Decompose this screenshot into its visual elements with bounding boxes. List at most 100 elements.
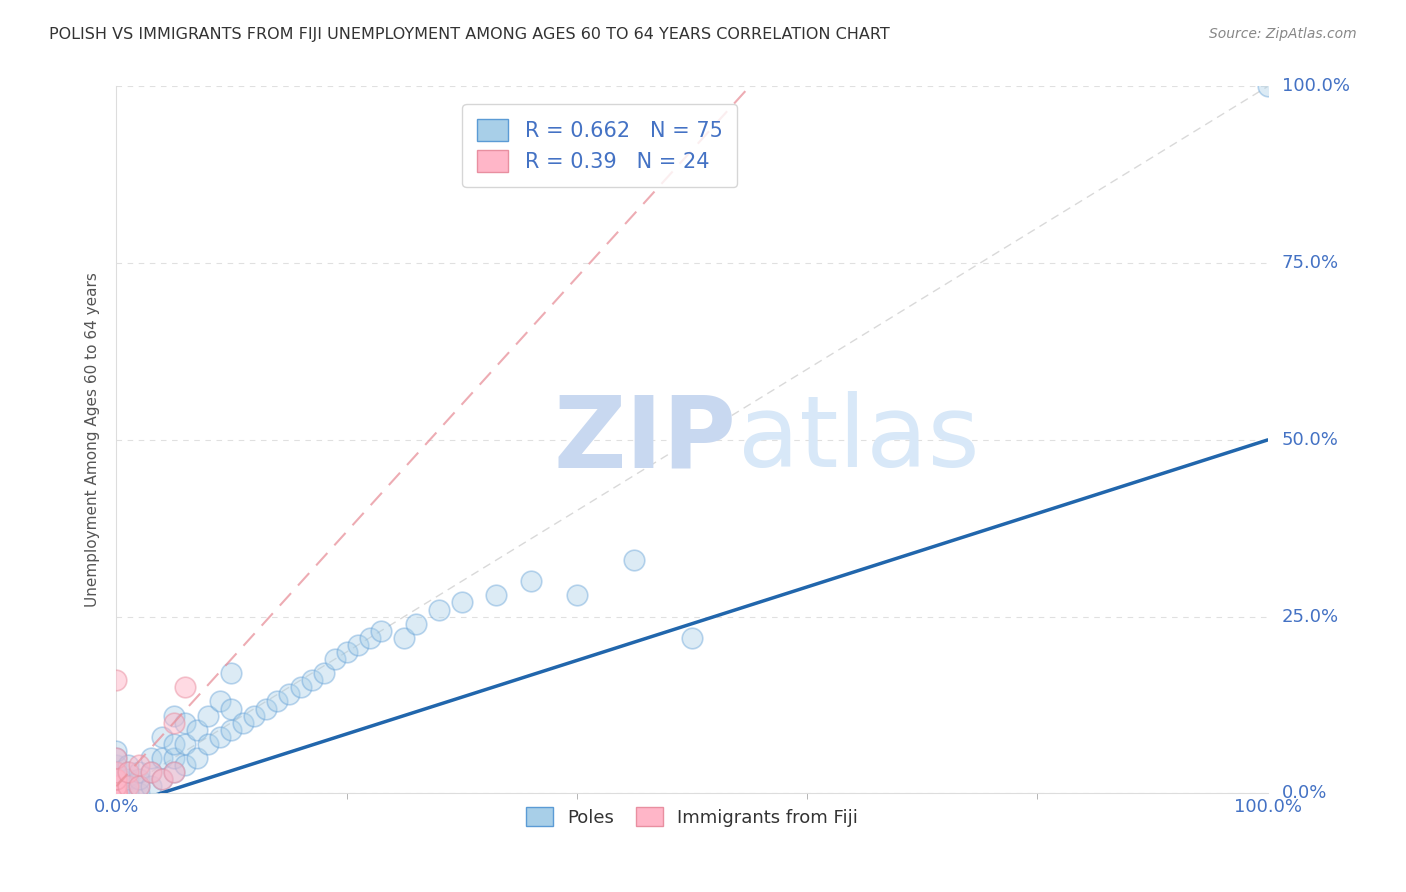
Point [117, 779, 139, 793]
Point [105, 758, 128, 772]
Point [105, 765, 128, 780]
Point [105, 779, 128, 793]
Point [105, 772, 128, 787]
Point [450, 595, 472, 609]
Text: Source: ZipAtlas.com: Source: ZipAtlas.com [1209, 27, 1357, 41]
Point [105, 786, 128, 800]
Point [105, 786, 128, 800]
Point [105, 786, 128, 800]
Point [128, 786, 150, 800]
Point [105, 786, 128, 800]
Point [105, 786, 128, 800]
Point [105, 786, 128, 800]
Point [139, 765, 162, 780]
Point [197, 737, 219, 751]
Point [105, 751, 128, 765]
Point [139, 779, 162, 793]
Point [128, 779, 150, 793]
Point [105, 751, 128, 765]
Point [139, 751, 162, 765]
Point [105, 673, 128, 688]
Point [278, 687, 301, 701]
Point [105, 786, 128, 800]
Point [105, 744, 128, 758]
Text: 75.0%: 75.0% [1281, 254, 1339, 272]
Point [427, 602, 450, 616]
Point [254, 701, 277, 715]
Point [105, 772, 128, 787]
Point [323, 652, 346, 666]
Point [174, 715, 197, 730]
Point [232, 715, 254, 730]
Point [105, 765, 128, 780]
Point [105, 779, 128, 793]
Point [174, 681, 197, 695]
Point [163, 751, 186, 765]
Point [105, 786, 128, 800]
Point [623, 553, 645, 567]
Point [370, 624, 392, 638]
Point [105, 786, 128, 800]
Point [312, 666, 335, 681]
Text: POLISH VS IMMIGRANTS FROM FIJI UNEMPLOYMENT AMONG AGES 60 TO 64 YEARS CORRELATIO: POLISH VS IMMIGRANTS FROM FIJI UNEMPLOYM… [49, 27, 890, 42]
Point [117, 786, 139, 800]
Point [117, 772, 139, 787]
Point [359, 631, 381, 645]
Point [335, 645, 357, 659]
Point [221, 666, 243, 681]
Text: 0.0%: 0.0% [1281, 784, 1327, 802]
Point [128, 772, 150, 787]
Point [208, 730, 231, 744]
Point [681, 631, 703, 645]
Point [174, 737, 197, 751]
Text: 100.0%: 100.0% [1281, 78, 1350, 95]
Point [105, 786, 128, 800]
Point [221, 723, 243, 737]
Text: 50.0%: 50.0% [1281, 431, 1339, 449]
Point [105, 786, 128, 800]
Point [520, 574, 543, 589]
Text: atlas: atlas [738, 392, 980, 489]
Point [290, 681, 312, 695]
Point [221, 701, 243, 715]
Point [105, 786, 128, 800]
Point [163, 715, 186, 730]
Text: ZIP: ZIP [554, 392, 737, 489]
Point [1257, 79, 1279, 94]
Point [150, 730, 173, 744]
Point [128, 758, 150, 772]
Point [105, 772, 128, 787]
Point [208, 694, 231, 708]
Point [105, 786, 128, 800]
Point [139, 765, 162, 780]
Point [197, 708, 219, 723]
Point [117, 758, 139, 772]
Point [117, 765, 139, 780]
Point [128, 779, 150, 793]
Point [347, 638, 370, 652]
Y-axis label: Unemployment Among Ages 60 to 64 years: Unemployment Among Ages 60 to 64 years [86, 272, 100, 607]
Point [105, 786, 128, 800]
Point [565, 589, 588, 603]
Point [150, 772, 173, 787]
Text: 25.0%: 25.0% [1281, 607, 1339, 625]
Point [163, 765, 186, 780]
Point [105, 786, 128, 800]
Point [163, 708, 186, 723]
Point [117, 779, 139, 793]
Point [105, 779, 128, 793]
Point [301, 673, 323, 688]
Point [105, 779, 128, 793]
Point [485, 589, 508, 603]
Point [266, 694, 288, 708]
Point [186, 751, 208, 765]
Point [163, 765, 186, 780]
Legend: Poles, Immigrants from Fiji: Poles, Immigrants from Fiji [519, 800, 866, 834]
Point [105, 765, 128, 780]
Point [105, 786, 128, 800]
Point [105, 786, 128, 800]
Point [405, 616, 427, 631]
Point [117, 786, 139, 800]
Point [392, 631, 415, 645]
Point [174, 758, 197, 772]
